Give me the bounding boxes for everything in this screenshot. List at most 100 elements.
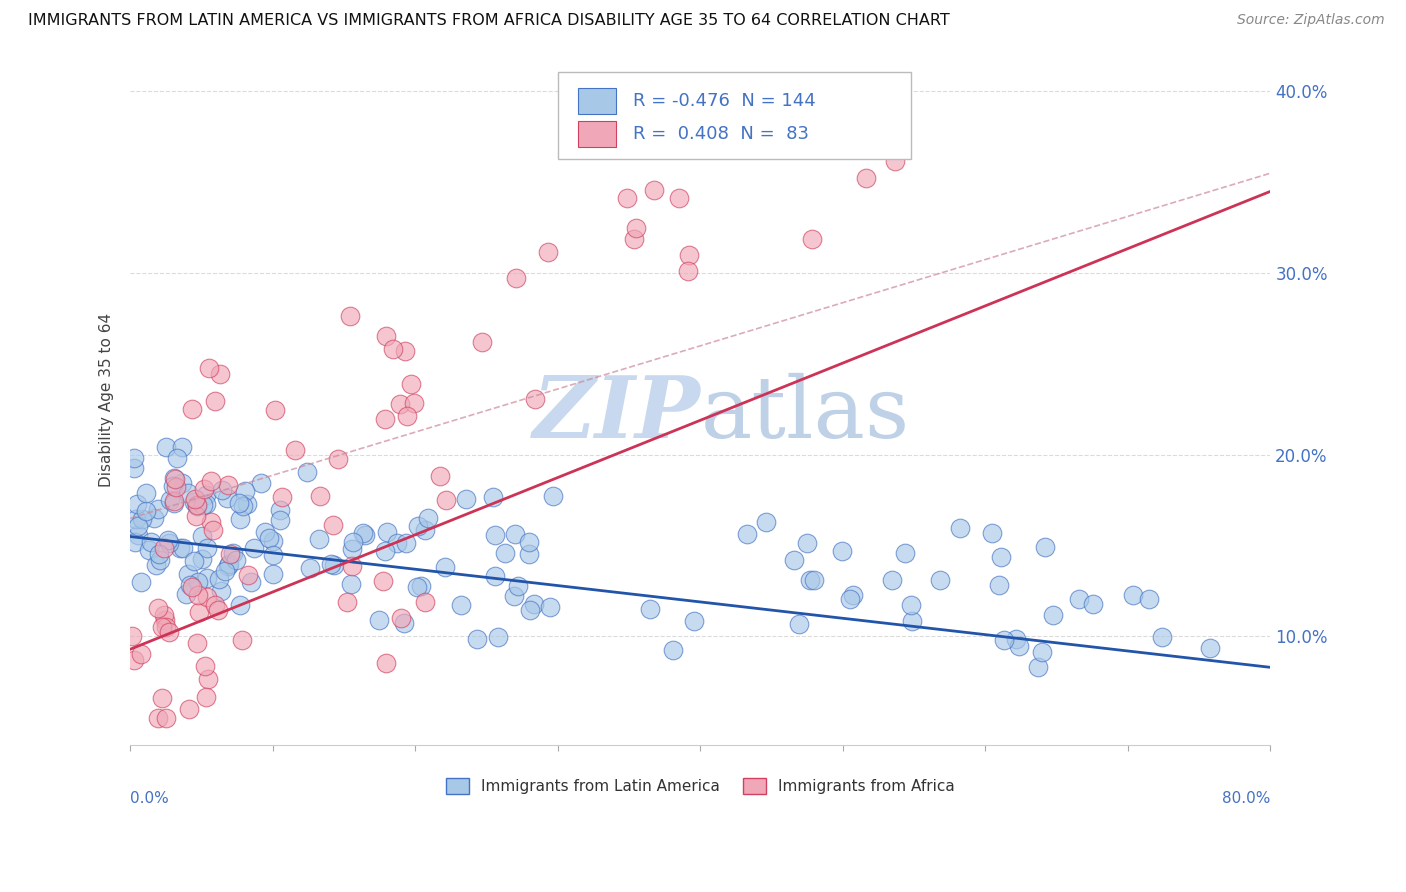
Point — [326, 452, 349, 467]
Point — [783, 553, 806, 567]
Point — [204, 393, 226, 408]
Point — [801, 232, 824, 246]
Point — [191, 498, 214, 512]
Point — [543, 489, 565, 503]
Point — [242, 541, 264, 556]
Point — [799, 573, 821, 587]
Point — [271, 490, 294, 504]
Point — [253, 524, 276, 539]
Point — [157, 625, 180, 640]
Point — [796, 535, 818, 549]
Point — [146, 711, 169, 725]
Point — [295, 465, 318, 479]
Point — [172, 541, 194, 555]
Point — [666, 129, 689, 144]
Point — [1033, 541, 1056, 555]
Point — [228, 511, 250, 525]
Point — [842, 588, 865, 602]
Point — [503, 527, 526, 541]
Point — [375, 525, 398, 540]
Point — [181, 402, 204, 417]
Point — [284, 443, 307, 458]
Point — [1150, 630, 1173, 644]
Point — [262, 548, 284, 562]
Text: atlas: atlas — [700, 373, 910, 456]
Point — [169, 541, 191, 555]
Point — [643, 183, 665, 197]
Point — [1067, 592, 1090, 607]
Point — [990, 550, 1012, 565]
Point — [170, 475, 193, 490]
Point — [148, 600, 170, 615]
Point — [1026, 660, 1049, 674]
Point — [208, 572, 231, 586]
Point — [193, 482, 215, 496]
Point — [139, 535, 162, 549]
Point — [211, 584, 233, 599]
Point — [257, 531, 280, 545]
Point — [1137, 591, 1160, 606]
Point — [163, 471, 186, 485]
Point — [238, 568, 260, 582]
Text: Source: ZipAtlas.com: Source: ZipAtlas.com — [1237, 13, 1385, 28]
Point — [322, 517, 344, 532]
Point — [755, 515, 778, 529]
Point — [225, 553, 247, 567]
Point — [240, 574, 263, 589]
Point — [122, 451, 145, 466]
Point — [155, 620, 177, 634]
Point — [682, 614, 704, 628]
Point — [981, 526, 1004, 541]
Point — [678, 247, 700, 261]
Point — [163, 496, 186, 510]
Point — [494, 546, 516, 560]
Point — [156, 533, 179, 548]
Point — [484, 569, 506, 583]
Point — [340, 541, 363, 556]
Point — [201, 523, 224, 537]
Point — [197, 672, 219, 686]
Point — [1042, 607, 1064, 622]
Point — [413, 595, 436, 609]
Point — [186, 635, 208, 649]
Point — [184, 509, 207, 524]
Point — [190, 551, 212, 566]
Point — [502, 590, 524, 604]
Point — [394, 615, 416, 630]
Point — [374, 544, 396, 558]
Point — [218, 557, 240, 571]
Point — [993, 632, 1015, 647]
Point — [236, 497, 259, 511]
Point — [538, 600, 561, 615]
Point — [735, 527, 758, 541]
Point — [131, 575, 153, 590]
Point — [231, 633, 253, 648]
Point — [616, 191, 638, 205]
Point — [125, 497, 148, 511]
Point — [450, 599, 472, 613]
Point — [484, 527, 506, 541]
Point — [165, 479, 187, 493]
Point — [839, 592, 862, 607]
Point — [389, 611, 412, 625]
Point — [195, 541, 218, 555]
Point — [1199, 641, 1222, 656]
Y-axis label: Disability Age 35 to 64: Disability Age 35 to 64 — [100, 313, 114, 487]
Point — [465, 632, 488, 647]
Point — [121, 629, 143, 643]
Point — [187, 574, 209, 589]
Point — [221, 546, 243, 560]
Point — [195, 690, 218, 704]
Point — [262, 534, 284, 549]
Point — [165, 472, 187, 486]
Point — [262, 566, 284, 581]
Point — [831, 543, 853, 558]
Point — [524, 392, 547, 407]
Point — [396, 409, 419, 424]
Point — [342, 535, 364, 549]
Point — [155, 711, 177, 725]
Point — [411, 579, 433, 593]
Point — [668, 191, 690, 205]
Text: 80.0%: 80.0% — [1222, 791, 1271, 805]
Point — [385, 535, 408, 549]
